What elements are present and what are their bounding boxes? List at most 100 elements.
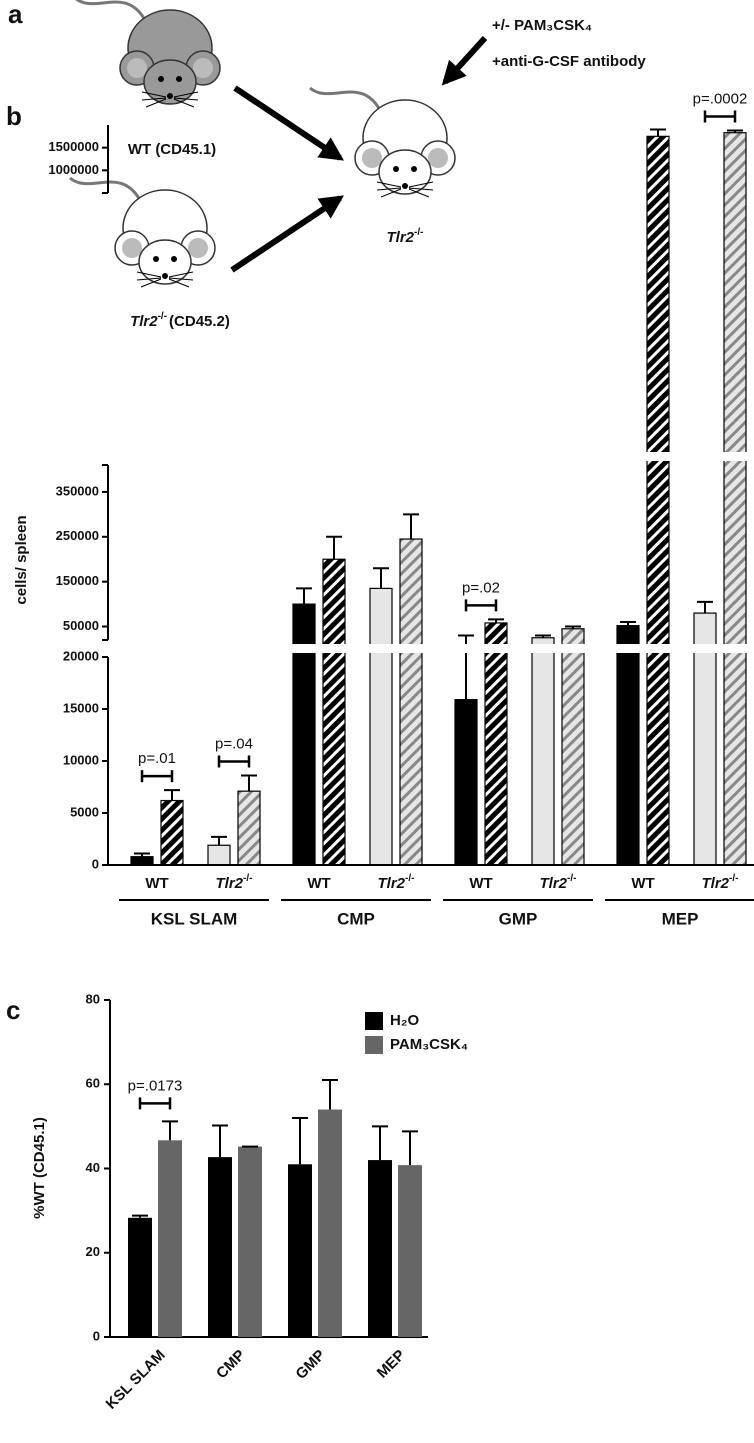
- bar: [128, 1217, 152, 1337]
- error-bar: [565, 625, 581, 629]
- category: Tlr2: [378, 875, 406, 892]
- category: Tlr2: [216, 875, 244, 892]
- superscript: -/-: [405, 873, 414, 884]
- panel-letter: a: [8, 0, 23, 29]
- legend-swatch: [365, 1012, 383, 1030]
- y-tick-label: 80: [86, 991, 100, 1006]
- y-tick-label: 1500000: [48, 139, 99, 154]
- error-bar: [402, 1130, 418, 1166]
- bar: [292, 603, 316, 866]
- group-label: CMP: [337, 909, 375, 928]
- bar: [322, 558, 346, 866]
- y-tick-label: 1000000: [48, 162, 99, 177]
- x-tick-label: Tlr2-/-: [702, 873, 739, 892]
- p-value: p=.04: [215, 736, 253, 753]
- error-bar: [650, 128, 666, 137]
- axis-gap: [110, 644, 754, 653]
- treatment: +/- PAM₃CSK₄: [492, 17, 592, 34]
- bar: [130, 856, 154, 866]
- error-bar: [212, 1124, 228, 1158]
- mouse-wt: [73, 0, 222, 109]
- category: Tlr2: [702, 875, 730, 892]
- legend-label: PAM₃CSK₄: [390, 1036, 468, 1053]
- bar: [318, 1109, 342, 1337]
- y-tick-label: 0: [92, 856, 99, 871]
- error-bar: [373, 567, 389, 589]
- category: WT: [469, 875, 492, 892]
- bar: [723, 132, 747, 866]
- p-value: p=.0002: [693, 90, 748, 107]
- x-tick-label: WT: [307, 875, 330, 892]
- error-bar: [727, 129, 743, 133]
- mouse-recipient: [308, 86, 457, 199]
- recipient-label: Tlr2-/-: [387, 227, 424, 246]
- error-bar: [535, 634, 551, 638]
- error-bar: [488, 618, 504, 623]
- y-tick-label: 20000: [63, 648, 99, 663]
- y-tick-label: 250000: [56, 528, 99, 543]
- x-tick-label: KSL SLAM: [103, 1347, 169, 1413]
- error-bar: [132, 1214, 148, 1218]
- error-bar: [164, 789, 180, 801]
- superscript: -/-: [158, 311, 167, 322]
- p-value: p=.01: [138, 750, 176, 767]
- bar: [454, 699, 478, 866]
- x-tick-label: WT: [469, 875, 492, 892]
- y-tick-label: 40: [86, 1160, 100, 1175]
- strain: (CD45.2): [169, 313, 230, 330]
- y-tick-label: 0: [93, 1328, 100, 1343]
- error-bar: [296, 587, 312, 605]
- donor-label: WT (CD45.1): [128, 141, 216, 158]
- bar: [288, 1164, 312, 1337]
- error-bar: [322, 1079, 338, 1110]
- group-label: KSL SLAM: [151, 909, 238, 928]
- mouse-ko: [68, 176, 217, 289]
- bar: [369, 587, 393, 866]
- y-axis-label: %WT (CD45.1): [31, 1117, 48, 1219]
- significance-bracket: [703, 110, 737, 123]
- bar: [238, 1146, 262, 1337]
- significance-bracket: [217, 755, 251, 768]
- error-bar: [292, 1116, 308, 1165]
- bar: [561, 628, 585, 866]
- significance-bracket: [140, 770, 174, 783]
- bar: [237, 790, 261, 866]
- arrow: [230, 195, 344, 273]
- superscript: -/-: [414, 227, 423, 238]
- bar: [368, 1160, 392, 1337]
- significance-bracket: [464, 599, 498, 612]
- x-tick-label: Tlr2-/-: [540, 873, 577, 892]
- significance-bracket: [138, 1097, 172, 1110]
- y-tick-label: 60: [86, 1076, 100, 1091]
- error-bar: [241, 774, 257, 792]
- panel-letter: c: [6, 995, 20, 1025]
- x-tick-label: Tlr2-/-: [216, 873, 253, 892]
- y-tick-label: 350000: [56, 483, 99, 498]
- bar: [531, 637, 555, 866]
- x-tick-label: WT: [631, 875, 654, 892]
- y-tick-label: 5000: [70, 804, 99, 819]
- x-tick-label: CMP: [213, 1347, 249, 1383]
- error-bar: [620, 621, 636, 626]
- group-label: MEP: [662, 909, 699, 928]
- category: Tlr2: [540, 875, 568, 892]
- bar: [484, 622, 508, 866]
- category: WT: [145, 875, 168, 892]
- category: WT: [631, 875, 654, 892]
- gene: Tlr2: [387, 229, 415, 246]
- bar: [398, 1165, 422, 1337]
- legend-swatch: [365, 1036, 383, 1054]
- error-bar: [372, 1125, 388, 1161]
- group-label: GMP: [499, 909, 538, 928]
- bar: [208, 1157, 232, 1337]
- p-value: p=.0173: [128, 1077, 183, 1094]
- category: WT: [307, 875, 330, 892]
- y-tick-label: 10000: [63, 752, 99, 767]
- bar: [399, 538, 423, 866]
- x-tick-label: WT: [145, 875, 168, 892]
- arrow: [233, 85, 344, 161]
- x-tick-label: Tlr2-/-: [378, 873, 415, 892]
- y-axis-label: cells/ spleen: [13, 515, 30, 604]
- p-value: p=.02: [462, 579, 500, 596]
- superscript: -/-: [729, 873, 738, 884]
